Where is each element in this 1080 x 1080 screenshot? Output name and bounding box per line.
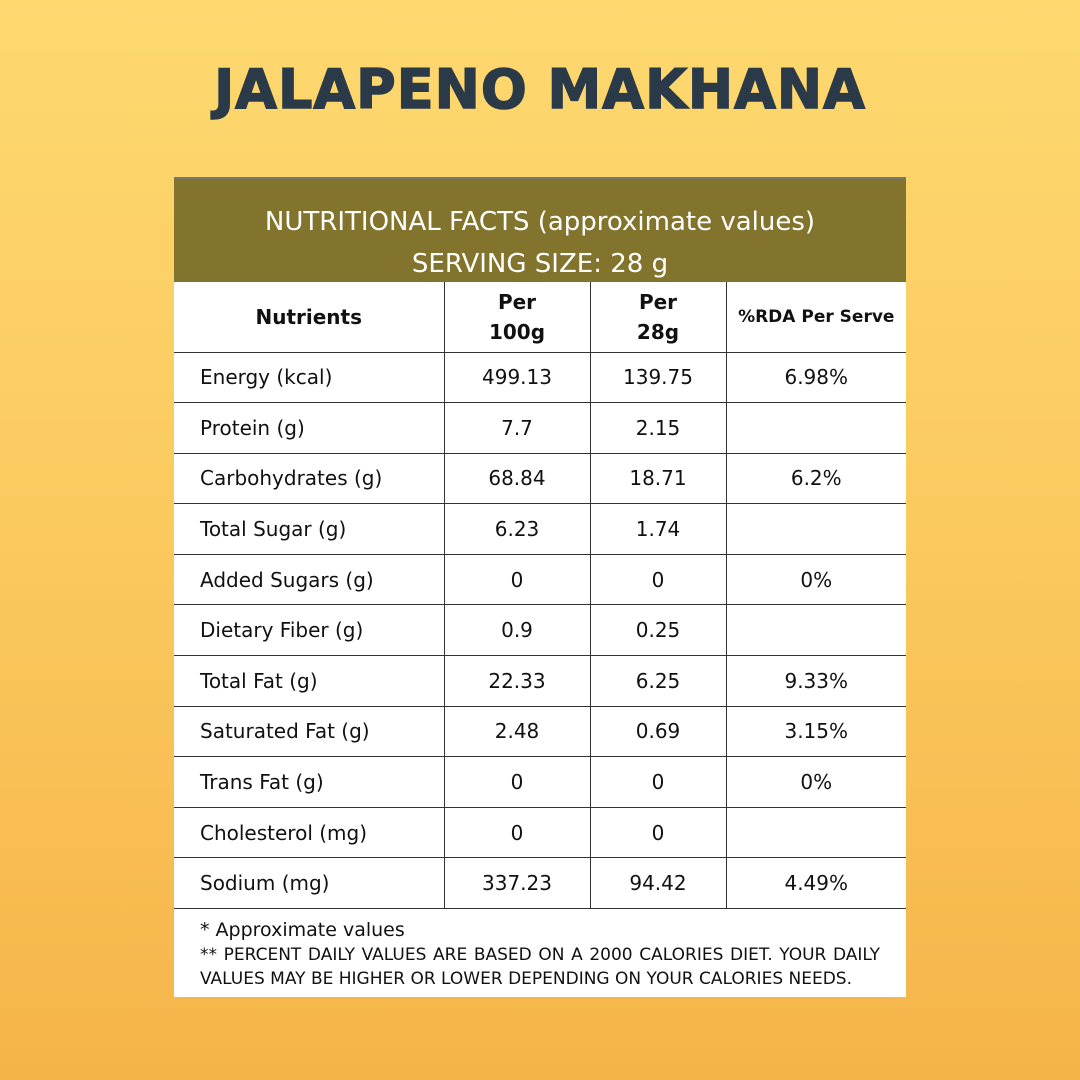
nutrition-table: Nutrients Per 100g Per 28g %RDA Per Serve … (174, 282, 906, 910)
value-per28: 0.69 (589, 705, 727, 758)
nutrient-name: Added Sugars (g) (174, 553, 445, 606)
nutrient-name: Dietary Fiber (g) (174, 604, 445, 657)
footnote-approx: * Approximate values (200, 919, 405, 942)
product-title: JALAPENO MAKHANA (213, 57, 866, 122)
value-per28: 18.71 (589, 452, 727, 505)
value-per28: 6.25 (589, 655, 727, 707)
nutrition-panel: NUTRITIONAL FACTS (approximate values) S… (174, 177, 906, 998)
nutrient-name: Total Sugar (g) (174, 503, 445, 555)
table-row: Dietary Fiber (g) 0.9 0.25 (174, 604, 906, 657)
value-rda: 0% (725, 553, 906, 606)
nutrient-name: Energy (kcal) (174, 351, 445, 404)
nutrient-name: Cholesterol (mg) (174, 806, 445, 859)
value-per100: 0 (443, 553, 591, 606)
value-rda: 9.33% (725, 655, 906, 707)
nutrient-name: Protein (g) (174, 402, 445, 454)
value-rda (725, 806, 906, 859)
value-rda (725, 402, 906, 454)
value-per28: 0.25 (589, 604, 727, 657)
table-row: Protein (g) 7.7 2.15 (174, 402, 906, 454)
value-rda: 3.15% (725, 705, 906, 758)
col-nutrients: Nutrients (174, 282, 445, 353)
value-per100: 68.84 (443, 452, 591, 505)
value-per28: 0 (589, 756, 727, 808)
value-per28: 0 (589, 806, 727, 859)
panel-heading: NUTRITIONAL FACTS (approximate values) (264, 207, 816, 237)
value-per100: 0 (443, 806, 591, 859)
table-row: Sodium (mg) 337.23 94.42 4.49% (174, 857, 906, 910)
value-rda: 4.49% (725, 857, 906, 910)
value-per28: 1.74 (589, 503, 727, 555)
panel-header: NUTRITIONAL FACTS (approximate values) S… (174, 177, 906, 282)
table-row: Total Sugar (g) 6.23 1.74 (174, 503, 906, 555)
value-per100: 6.23 (443, 503, 591, 555)
col-rda: %RDA Per Serve (725, 282, 906, 353)
table-row: Carbohydrates (g) 68.84 18.71 6.2% (174, 452, 906, 505)
table-row: Saturated Fat (g) 2.48 0.69 3.15% (174, 705, 906, 758)
nutrient-name: Saturated Fat (g) (174, 705, 445, 758)
nutrient-name: Sodium (mg) (174, 857, 445, 910)
table-row: Total Fat (g) 22.33 6.25 9.33% (174, 655, 906, 707)
value-per100: 0.9 (443, 604, 591, 657)
footnotes: * Approximate values ** PERCENT DAILY VA… (174, 909, 906, 997)
value-per28: 2.15 (589, 402, 727, 454)
nutrient-name: Carbohydrates (g) (174, 452, 445, 505)
col-per28: Per 28g (589, 282, 727, 353)
table-row: Cholesterol (mg) 0 0 (174, 806, 906, 859)
value-per100: 22.33 (443, 655, 591, 707)
value-per100: 7.7 (443, 402, 591, 454)
value-per100: 337.23 (443, 857, 591, 910)
col-per100: Per 100g (443, 282, 591, 353)
value-rda: 6.2% (725, 452, 906, 505)
nutrient-name: Total Fat (g) (174, 655, 445, 707)
value-rda: 0% (725, 756, 906, 808)
value-rda (725, 604, 906, 657)
value-per28: 0 (589, 553, 727, 606)
table-header-row: Nutrients Per 100g Per 28g %RDA Per Serve (174, 282, 906, 353)
footnote-daily-values: ** PERCENT DAILY VALUES ARE BASED ON A 2… (200, 945, 880, 990)
table-row: Trans Fat (g) 0 0 0% (174, 756, 906, 808)
serving-size: SERVING SIZE: 28 g (411, 249, 669, 279)
value-per100: 499.13 (443, 351, 591, 404)
value-per28: 139.75 (589, 351, 727, 404)
value-rda: 6.98% (725, 351, 906, 404)
value-per28: 94.42 (589, 857, 727, 910)
table-row: Added Sugars (g) 0 0 0% (174, 553, 906, 606)
value-rda (725, 503, 906, 555)
nutrient-name: Trans Fat (g) (174, 756, 445, 808)
table-row: Energy (kcal) 499.13 139.75 6.98% (174, 351, 906, 404)
value-per100: 2.48 (443, 705, 591, 758)
value-per100: 0 (443, 756, 591, 808)
